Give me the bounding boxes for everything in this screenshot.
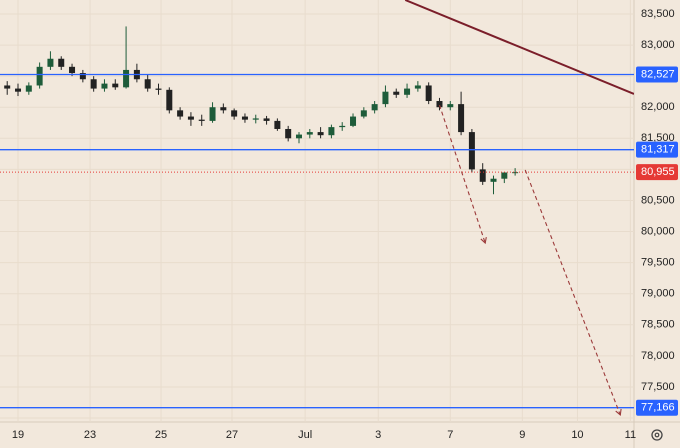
x-tick-label: 9 bbox=[519, 429, 525, 441]
level-label-box bbox=[636, 66, 678, 83]
candle-body bbox=[425, 85, 432, 102]
x-tick-label: 10 bbox=[571, 429, 583, 441]
level-label-box bbox=[636, 399, 678, 416]
y-tick-label: 78,500 bbox=[641, 319, 675, 331]
candle-body bbox=[198, 119, 205, 121]
candle-body bbox=[458, 104, 465, 133]
projection-line bbox=[524, 169, 621, 416]
candle-body bbox=[112, 83, 119, 88]
candle-body bbox=[25, 85, 32, 92]
candle-body bbox=[285, 128, 292, 139]
last-price-label: 80,955 bbox=[641, 166, 675, 178]
x-tick-label: Jul bbox=[298, 429, 312, 441]
level-label: 82,527 bbox=[641, 68, 675, 80]
candle-body bbox=[350, 116, 357, 126]
candle-body bbox=[339, 125, 346, 128]
candle-body bbox=[209, 107, 216, 121]
projection-line bbox=[438, 104, 486, 244]
y-tick-label: 83,500 bbox=[641, 8, 675, 20]
y-tick-label: 80,500 bbox=[641, 194, 675, 206]
y-tick-label: 80,000 bbox=[641, 225, 675, 237]
candle-body bbox=[220, 107, 227, 111]
y-tick-label: 82,000 bbox=[641, 101, 675, 113]
candle-body bbox=[274, 120, 281, 129]
x-tick-label: 25 bbox=[155, 429, 167, 441]
y-tick-label: 78,000 bbox=[641, 350, 675, 362]
candle-body bbox=[4, 85, 11, 89]
candle-body bbox=[306, 132, 313, 135]
candle-body bbox=[328, 127, 335, 136]
projection-arrow bbox=[615, 408, 622, 416]
candle-body bbox=[187, 116, 194, 120]
y-tick-label: 79,500 bbox=[641, 257, 675, 269]
x-tick-label: 3 bbox=[375, 429, 381, 441]
x-tick-label: 19 bbox=[12, 429, 24, 441]
level-label: 77,166 bbox=[641, 402, 675, 414]
settings-icon[interactable] bbox=[651, 429, 663, 441]
x-tick-label: 27 bbox=[226, 429, 238, 441]
y-tick-label: 81,500 bbox=[641, 132, 675, 144]
candle-body bbox=[252, 118, 259, 120]
candle-body bbox=[263, 118, 270, 121]
candle-body bbox=[166, 89, 173, 111]
candle-body bbox=[79, 73, 86, 80]
candle-body bbox=[371, 104, 378, 111]
candle-body bbox=[15, 88, 22, 92]
candle-body bbox=[231, 110, 238, 117]
candle-body bbox=[447, 104, 454, 108]
last-price-box bbox=[636, 164, 678, 181]
candle-body bbox=[479, 169, 486, 182]
y-tick-label: 77,500 bbox=[641, 381, 675, 393]
candle-body bbox=[317, 132, 324, 136]
candle-body bbox=[360, 110, 367, 117]
level-label: 81,317 bbox=[641, 144, 675, 156]
candle-body bbox=[512, 172, 519, 174]
candle-body bbox=[468, 132, 475, 170]
candle-body bbox=[155, 88, 162, 90]
candle-body bbox=[404, 88, 411, 95]
projection-arrow bbox=[480, 237, 487, 245]
candle-body bbox=[177, 110, 184, 117]
candle-body bbox=[101, 83, 108, 89]
candle-body bbox=[36, 66, 43, 86]
candle-body bbox=[144, 79, 151, 89]
x-tick-label: 23 bbox=[84, 429, 96, 441]
candle-body bbox=[47, 58, 54, 67]
candle-body bbox=[123, 69, 130, 88]
candle-body bbox=[58, 58, 65, 67]
plot-area bbox=[0, 0, 634, 422]
candle-body bbox=[295, 134, 302, 139]
level-label-box bbox=[636, 141, 678, 158]
trend-line bbox=[404, 0, 634, 95]
candle-body bbox=[414, 85, 421, 89]
candle-body bbox=[69, 66, 76, 74]
candle-body bbox=[436, 101, 443, 108]
y-tick-label: 79,000 bbox=[641, 288, 675, 300]
candle-body bbox=[393, 91, 400, 95]
candle-body bbox=[241, 116, 248, 120]
candle-body bbox=[501, 172, 508, 179]
x-tick-label: 11 bbox=[625, 429, 636, 441]
candle-body bbox=[90, 79, 97, 89]
candle-body bbox=[490, 178, 497, 182]
x-tick-label: 7 bbox=[447, 429, 453, 441]
candle-body bbox=[382, 91, 389, 105]
y-tick-label: 83,000 bbox=[641, 39, 675, 51]
